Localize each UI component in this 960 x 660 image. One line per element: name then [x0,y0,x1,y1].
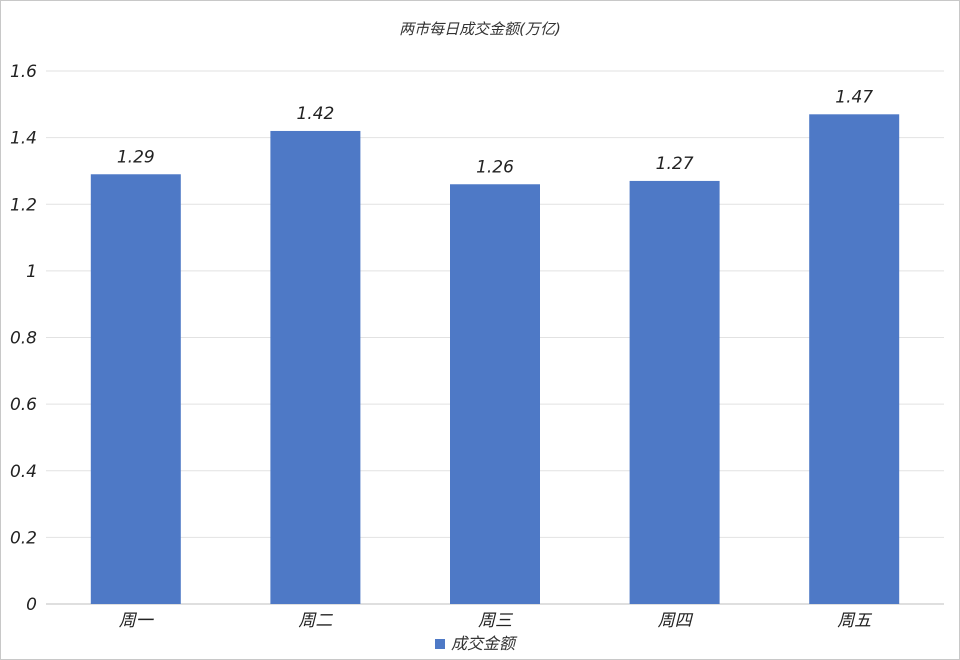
bar [450,184,540,604]
bar [90,174,181,605]
bar-data-label: 1.27 [656,154,694,174]
chart-title: 两市每日成交金额(万亿) [399,20,561,38]
legend-label: 成交金额 [451,634,518,653]
bar [629,180,720,604]
x-category-label: 周二 [298,611,333,631]
bar [270,130,361,604]
data-labels: 1.29 1.42 1.26 1.27 1.47 [117,87,873,177]
y-tick-label: 1.2 [10,195,37,215]
y-tick-label: 1.6 [10,62,37,82]
bar-data-label: 1.29 [117,147,155,167]
y-tick-label: 1.4 [10,129,37,149]
y-tick-label: 0.4 [10,462,37,482]
x-category-label: 周三 [478,611,514,631]
legend-swatch [435,639,445,649]
y-tick-label: 0.2 [10,528,37,548]
bar [809,114,900,605]
y-tick-label: 0.8 [10,329,37,349]
x-category-label: 周一 [119,611,155,631]
legend: 成交金额 [435,634,518,653]
bar-data-label: 1.47 [835,87,873,107]
y-axis-ticks: 0 0.2 0.4 0.6 0.8 1 1.2 1.4 1.6 [10,62,37,615]
y-tick-label: 1 [26,262,37,282]
bar-data-label: 1.42 [296,104,334,124]
bars [90,114,900,605]
y-tick-label: 0 [26,595,37,615]
x-axis-categories: 周一 周二 周三 周四 周五 [119,611,873,631]
y-tick-label: 0.6 [10,395,37,415]
x-category-label: 周四 [658,611,694,631]
x-category-label: 周五 [837,611,873,631]
bar-data-label: 1.26 [476,157,514,177]
